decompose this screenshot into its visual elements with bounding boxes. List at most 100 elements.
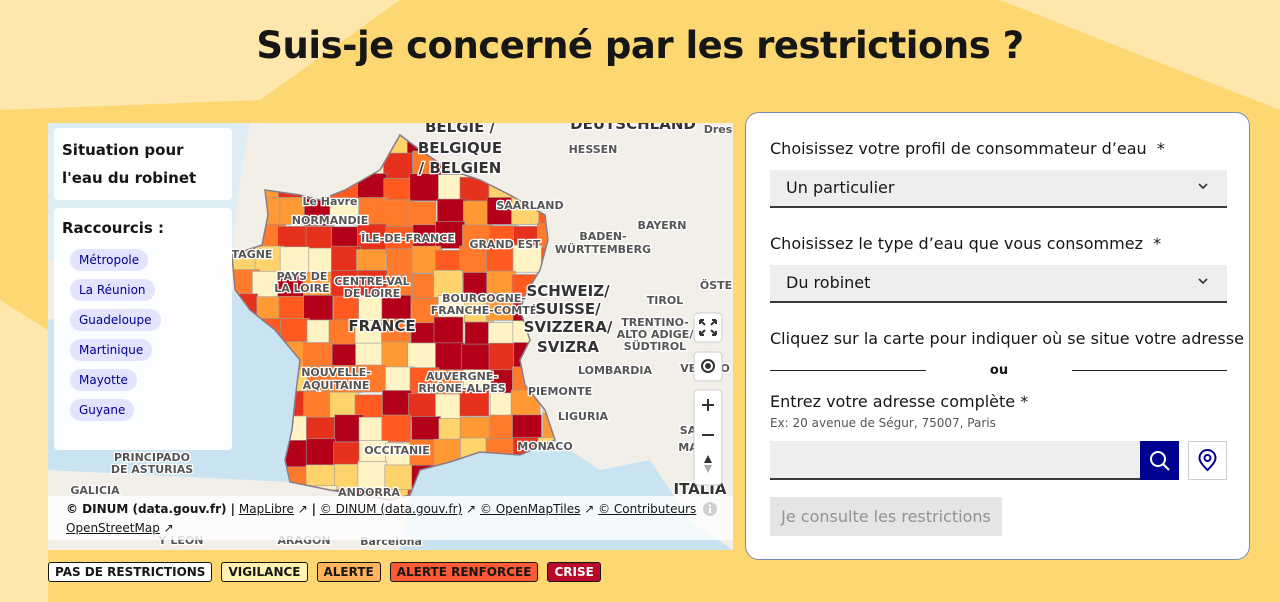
label-text: Choisissez votre profil de consommateur …	[770, 139, 1147, 158]
attribution-text: © DINUM (data.gouv.fr) |	[66, 502, 236, 516]
department[interactable]	[304, 198, 334, 227]
map-label: AQUITAINE	[303, 379, 370, 392]
department[interactable]	[435, 342, 465, 371]
department[interactable]	[384, 464, 415, 493]
department[interactable]	[357, 461, 388, 489]
field-hint: Ex: 20 avenue de Ségur, 75007, Paris	[770, 416, 996, 430]
department[interactable]	[433, 316, 464, 345]
zoom-in-icon[interactable]	[702, 399, 714, 411]
department[interactable]	[331, 245, 361, 274]
department[interactable]	[381, 318, 411, 347]
label-text: Choisissez le type d’eau que vous consom…	[770, 234, 1143, 253]
map-label: HESSEN	[569, 143, 618, 156]
required-mark: *	[1156, 139, 1165, 158]
attribution-link[interactable]: © DINUM (data.gouv.fr)	[319, 502, 463, 516]
fullscreen-button[interactable]	[693, 312, 723, 343]
map-label: PIEMONTE	[528, 385, 592, 398]
attribution-link[interactable]: © Contributeurs OpenStreetMap	[66, 502, 697, 535]
map-label: SAARLAND	[496, 199, 563, 212]
department[interactable]	[357, 223, 387, 252]
map-label: SVIZZERA/	[524, 318, 613, 336]
geolocate-button[interactable]	[1188, 441, 1227, 480]
department[interactable]	[277, 273, 308, 301]
department[interactable]	[432, 369, 463, 398]
attribution-link[interactable]: © OpenMapTiles	[479, 502, 581, 516]
department[interactable]	[406, 201, 437, 229]
map-label: SCHWEIZ/	[526, 282, 610, 300]
legend-badge: CRISE	[547, 562, 601, 582]
shortcut-chip[interactable]: Mayotte	[70, 369, 137, 391]
compass-icon	[704, 465, 712, 473]
field-label: Entrez votre adresse complète *	[770, 392, 1029, 411]
department[interactable]	[409, 173, 440, 202]
department[interactable]	[383, 152, 413, 181]
map-label: LA LOIRE	[274, 282, 329, 295]
map-label: PAYS DE	[277, 270, 328, 283]
page-title: Suis-je concerné par les restrictions ?	[256, 24, 1024, 67]
department[interactable]	[279, 246, 310, 275]
shortcut-chip[interactable]: Métropole	[70, 249, 149, 271]
department[interactable]	[433, 269, 463, 298]
department[interactable]	[357, 487, 388, 515]
department[interactable]	[486, 293, 516, 321]
department[interactable]	[303, 295, 334, 323]
department[interactable]	[330, 270, 361, 298]
department[interactable]	[303, 391, 333, 419]
map-label: NOUVELLE-	[301, 366, 371, 379]
department[interactable]	[407, 342, 437, 371]
department[interactable]	[488, 342, 519, 371]
water-select[interactable]: Du robinet	[770, 265, 1227, 303]
department[interactable]	[381, 199, 411, 228]
department[interactable]	[303, 342, 333, 370]
shortcut-chip[interactable]: Guadeloupe	[70, 309, 161, 331]
chevron	[1198, 183, 1208, 190]
map-label: TIROL	[647, 294, 683, 307]
department[interactable]	[486, 247, 516, 275]
zoom-group[interactable]	[693, 389, 723, 486]
map-label: BAYERN	[637, 219, 686, 232]
shortcut-chip[interactable]: La Réunion	[70, 279, 155, 301]
address-input[interactable]	[770, 441, 1140, 480]
compass-icon[interactable]	[704, 455, 712, 463]
department[interactable]	[386, 248, 416, 276]
shortcut-chip[interactable]: Martinique	[70, 339, 153, 361]
required-mark: *	[1153, 234, 1162, 253]
search-button[interactable]	[1140, 441, 1179, 480]
department[interactable]	[461, 343, 492, 372]
map-label: SÜDTIROL	[624, 339, 686, 353]
profile-select[interactable]: Un particulier	[770, 170, 1227, 208]
background-shape	[0, 0, 400, 110]
department[interactable]	[382, 390, 412, 418]
department[interactable]	[307, 365, 337, 393]
search-form: Choisissez votre profil de consommateur …	[745, 112, 1250, 560]
department[interactable]	[357, 270, 388, 298]
department[interactable]	[459, 388, 490, 417]
department[interactable]	[328, 319, 359, 348]
map-label: BELGIË /	[425, 123, 496, 136]
department[interactable]	[435, 221, 465, 249]
shortcut-chip[interactable]: Guyane	[70, 399, 135, 421]
map-label: BADEN-	[579, 230, 626, 243]
department[interactable]	[381, 294, 412, 323]
field-label: Choisissez le type d’eau que vous consom…	[770, 234, 1161, 253]
submit-button[interactable]: Je consulte les restrictions	[770, 497, 1002, 536]
map-label: RHÔNE-ALPES	[418, 382, 505, 395]
map-label: Le Havre	[303, 195, 358, 208]
shortcut-list: Métropole La Réunion Guadeloupe Martinique M…	[62, 249, 224, 421]
department[interactable]	[306, 438, 336, 467]
department[interactable]	[381, 341, 412, 370]
map-hint: Cliquez sur la carte pour indiquer où se…	[770, 329, 1244, 348]
attribution-link[interactable]: MapLibre	[238, 502, 294, 516]
department[interactable]	[385, 366, 415, 395]
or-text: ou	[989, 363, 1009, 378]
department[interactable]	[381, 489, 411, 516]
map-label: NORMANDIE	[292, 214, 368, 227]
department[interactable]	[512, 244, 543, 273]
department[interactable]	[381, 414, 412, 443]
department[interactable]	[356, 364, 387, 393]
department[interactable]	[280, 317, 310, 346]
panel-title: Situation pour l'eau du robinet	[62, 141, 197, 187]
shortcuts-title: Raccourcis :	[62, 219, 165, 237]
